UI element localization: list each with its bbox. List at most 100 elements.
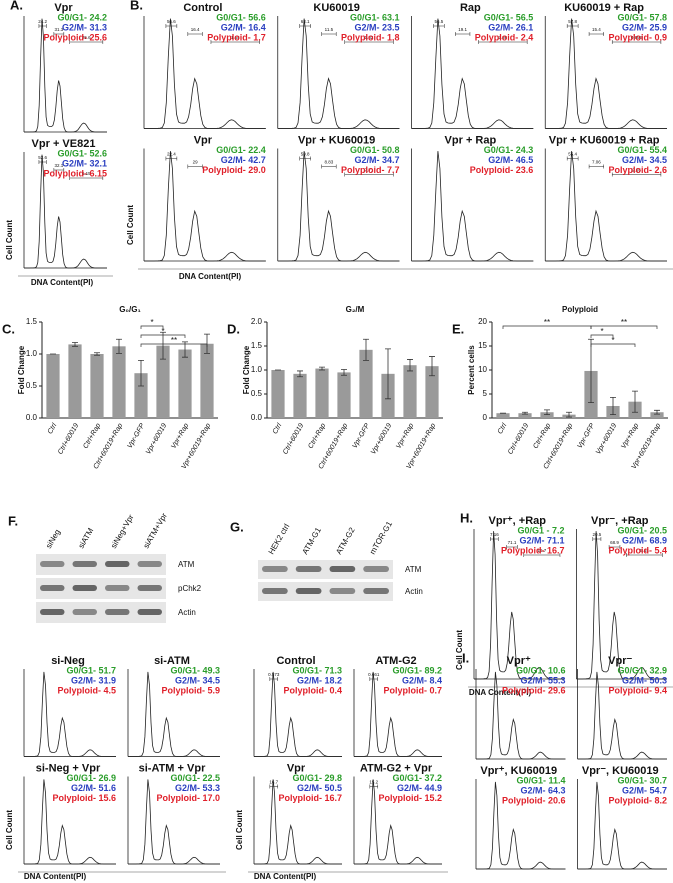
x-tick-label: Ctrl+60019: [507, 422, 530, 455]
histogram-title: Vpr⁺, KU60019: [480, 765, 557, 777]
lane-label: HEK2 ctrl: [267, 522, 292, 556]
histogram-curve: [474, 531, 565, 680]
polyploid-label: Polyploid- 16.7: [501, 545, 565, 555]
polyploid-label: Polyploid- 20.6: [502, 795, 566, 805]
polyploid-label: Polyploid- 29.6: [502, 685, 566, 695]
g0g1-label: G0/G1- 10.6: [516, 665, 566, 675]
significance-bracket: [140, 325, 164, 329]
polyploid-label: Polyploid- 25.6: [43, 32, 107, 42]
panel-label: G.: [230, 519, 244, 534]
histogram-curve: [277, 18, 400, 129]
polyploid-label: Polyploid- 6.15: [43, 168, 107, 178]
g2m-label: G2/M- 44.9: [397, 783, 442, 793]
gate: [165, 156, 178, 161]
histogram-curve: [24, 671, 116, 757]
chart-title: Polyploid: [562, 305, 598, 314]
gate: [38, 24, 47, 28]
error-bar: [341, 369, 347, 376]
blot-band: [40, 561, 65, 567]
polyploid-label: Polyploid- 2.4: [475, 32, 534, 42]
error-bar: [544, 409, 550, 416]
error-bar: [160, 331, 166, 360]
x-tick-label: Ctrl+Rap: [307, 422, 327, 450]
polyploid-label: Polyploid- 9.4: [608, 685, 667, 695]
histogram-curve: [476, 671, 566, 760]
gate-label: 0.661: [368, 672, 380, 677]
histogram-title: Vpr⁻: [608, 655, 632, 667]
x-tick-label: Vpr+Rap: [395, 422, 415, 450]
polyploid-label: Polyploid- 4.5: [57, 685, 116, 695]
y-axis-label: Cell Count: [235, 810, 244, 850]
g0g1-label: G0/G1- 32.9: [617, 665, 667, 675]
bar: [403, 365, 417, 418]
g2m-label: G2/M- 50.3: [622, 675, 667, 685]
error-bar: [588, 338, 594, 404]
blot-band: [72, 609, 97, 615]
gate-label: 50.8: [301, 152, 310, 157]
bar: [200, 343, 214, 418]
polyploid-label: Polyploid- 2.6: [608, 165, 667, 175]
gate: [455, 32, 471, 36]
gate-label: 20.5: [592, 532, 601, 537]
histogram-curve: [277, 151, 400, 262]
histogram-curve: [128, 779, 220, 865]
bar: [46, 354, 60, 418]
gate: [53, 32, 65, 36]
panel-label: A.: [10, 0, 23, 12]
g0g1-label: G0/G1- 71.3: [292, 665, 342, 675]
g2m-label: G2/M- 42.7: [221, 155, 266, 165]
panel-label: F.: [8, 513, 18, 528]
polyploid-label: Polyploid- 16.7: [278, 793, 342, 803]
gate: [611, 40, 662, 44]
g0g1-label: G0/G1- 49.3: [170, 665, 220, 675]
polyploid-label: Polyploid- 15.6: [52, 793, 116, 803]
error-bar: [297, 370, 303, 378]
error-bar: [654, 409, 660, 415]
row-label: pChk2: [178, 584, 202, 593]
lane-label: ATM-G2: [334, 525, 357, 556]
x-tick-label: Vpr+Rap: [620, 422, 640, 450]
g0g1-label: G0/G1- 11.4: [516, 775, 565, 785]
bar: [496, 413, 510, 418]
blot-band: [105, 561, 130, 567]
y-tick-label: 0: [483, 413, 488, 422]
gate: [433, 24, 445, 28]
g2m-label: G2/M- 31.9: [71, 675, 116, 685]
polyploid-label: Polyploid- 5.9: [161, 685, 220, 695]
histogram-curve: [128, 671, 220, 757]
polyploid-label: Polyploid- 5.4: [608, 545, 667, 555]
histogram-curve: [577, 781, 667, 870]
blot-band: [262, 588, 288, 594]
panel-label: B.: [130, 0, 143, 12]
histogram-title: Vpr⁺: [507, 655, 531, 667]
gate: [490, 537, 499, 541]
g2m-label: G2/M- 68.9: [622, 535, 667, 545]
histogram-title: Rap: [460, 2, 481, 14]
error-bar: [632, 390, 638, 413]
gate-label: 29: [193, 160, 199, 165]
blot-band: [295, 566, 322, 572]
blot-strip: [36, 554, 166, 575]
bar: [68, 344, 82, 418]
gate: [566, 24, 579, 28]
error-bar: [429, 356, 435, 377]
histogram-curve: [254, 671, 342, 757]
g0g1-label: G0/G1- 20.5: [617, 525, 667, 535]
g2m-label: G2/M- 51.6: [71, 783, 116, 793]
polyploid-label: Polyploid- 29.0: [202, 165, 266, 175]
histogram-title: Vpr⁺, +Rap: [489, 515, 547, 527]
g0g1-label: G0/G1- 50.8: [350, 145, 400, 155]
histogram-title: si-ATM + Vpr: [139, 762, 206, 774]
y-tick-label: 1.0: [26, 349, 38, 358]
y-axis-label: Fold Change: [242, 345, 251, 394]
significance-bracket: [590, 325, 658, 329]
gate: [592, 537, 602, 541]
bar: [271, 370, 285, 418]
blot-band: [72, 561, 97, 567]
histogram-title: Vpr + Rap: [445, 134, 497, 146]
y-tick-label: 5: [483, 389, 488, 398]
polyploid-label: Polyploid- 8.2: [608, 795, 667, 805]
g2m-label: G2/M- 53.3: [175, 783, 220, 793]
gate-label: 31.3: [54, 27, 63, 32]
x-tick-label: Ctrl+Rap: [532, 422, 552, 450]
